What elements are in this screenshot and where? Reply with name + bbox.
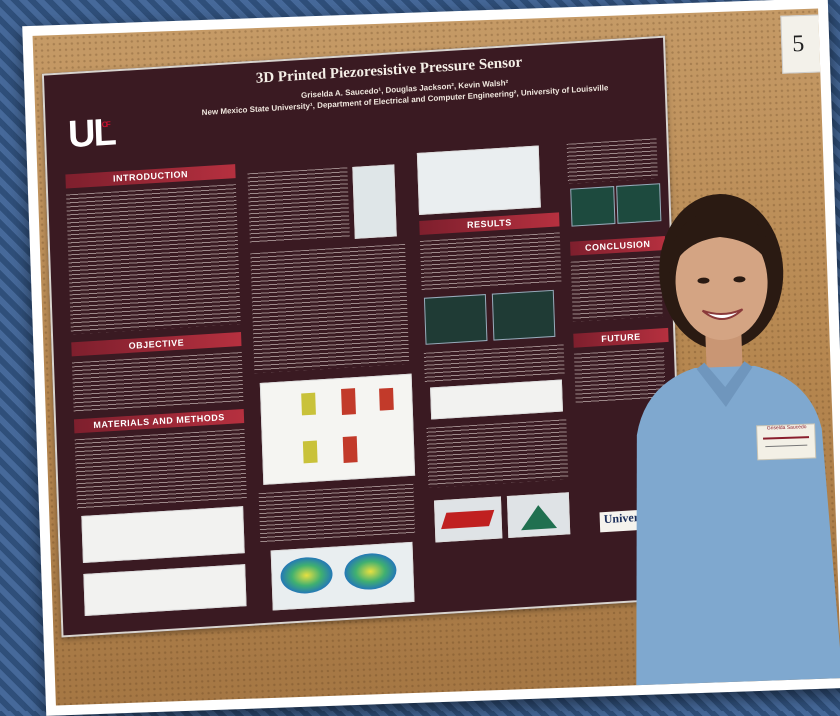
intro-text-block: [66, 184, 241, 335]
figure-5-chart: [423, 294, 488, 345]
university-logo: UL OF: [67, 110, 139, 164]
presenter-photo: [636, 194, 840, 706]
sensor-housing-text: [250, 243, 410, 374]
pressure-test-text: [566, 138, 658, 184]
figure-8-model: [506, 492, 571, 539]
board-number-card: 5: [780, 14, 831, 74]
figure-2-setup: [416, 145, 541, 215]
results-text-block: [419, 232, 562, 291]
research-poster: UL OF 3D Printed Piezoresistive Pressure…: [41, 35, 685, 638]
objective-text-block: [71, 352, 244, 413]
logo-text: UL: [67, 111, 116, 157]
logo-small-text: OF: [101, 119, 109, 130]
figure-7-model: [434, 496, 503, 543]
figure-4-simulation: [270, 541, 415, 611]
materials-text-block: [74, 428, 247, 510]
board-number: 5: [791, 30, 805, 57]
material-response-text: [247, 167, 350, 244]
table-2: [83, 564, 247, 616]
figure-6-chart: [491, 289, 556, 341]
table-3: [430, 379, 563, 420]
figure-3-prints: [259, 373, 416, 485]
table-1: [81, 506, 245, 564]
sensor-optimization-text: [258, 483, 416, 544]
figure-1-image: [352, 164, 397, 239]
photo-frame: 5 UL OF 3D Printed Piezoresistive Pressu…: [22, 0, 840, 716]
sensor-design-text: [426, 419, 569, 488]
section-results: RESULTS: [419, 212, 560, 235]
photo-scene: 5 UL OF 3D Printed Piezoresistive Pressu…: [32, 8, 840, 706]
deposition-text: [423, 344, 565, 383]
